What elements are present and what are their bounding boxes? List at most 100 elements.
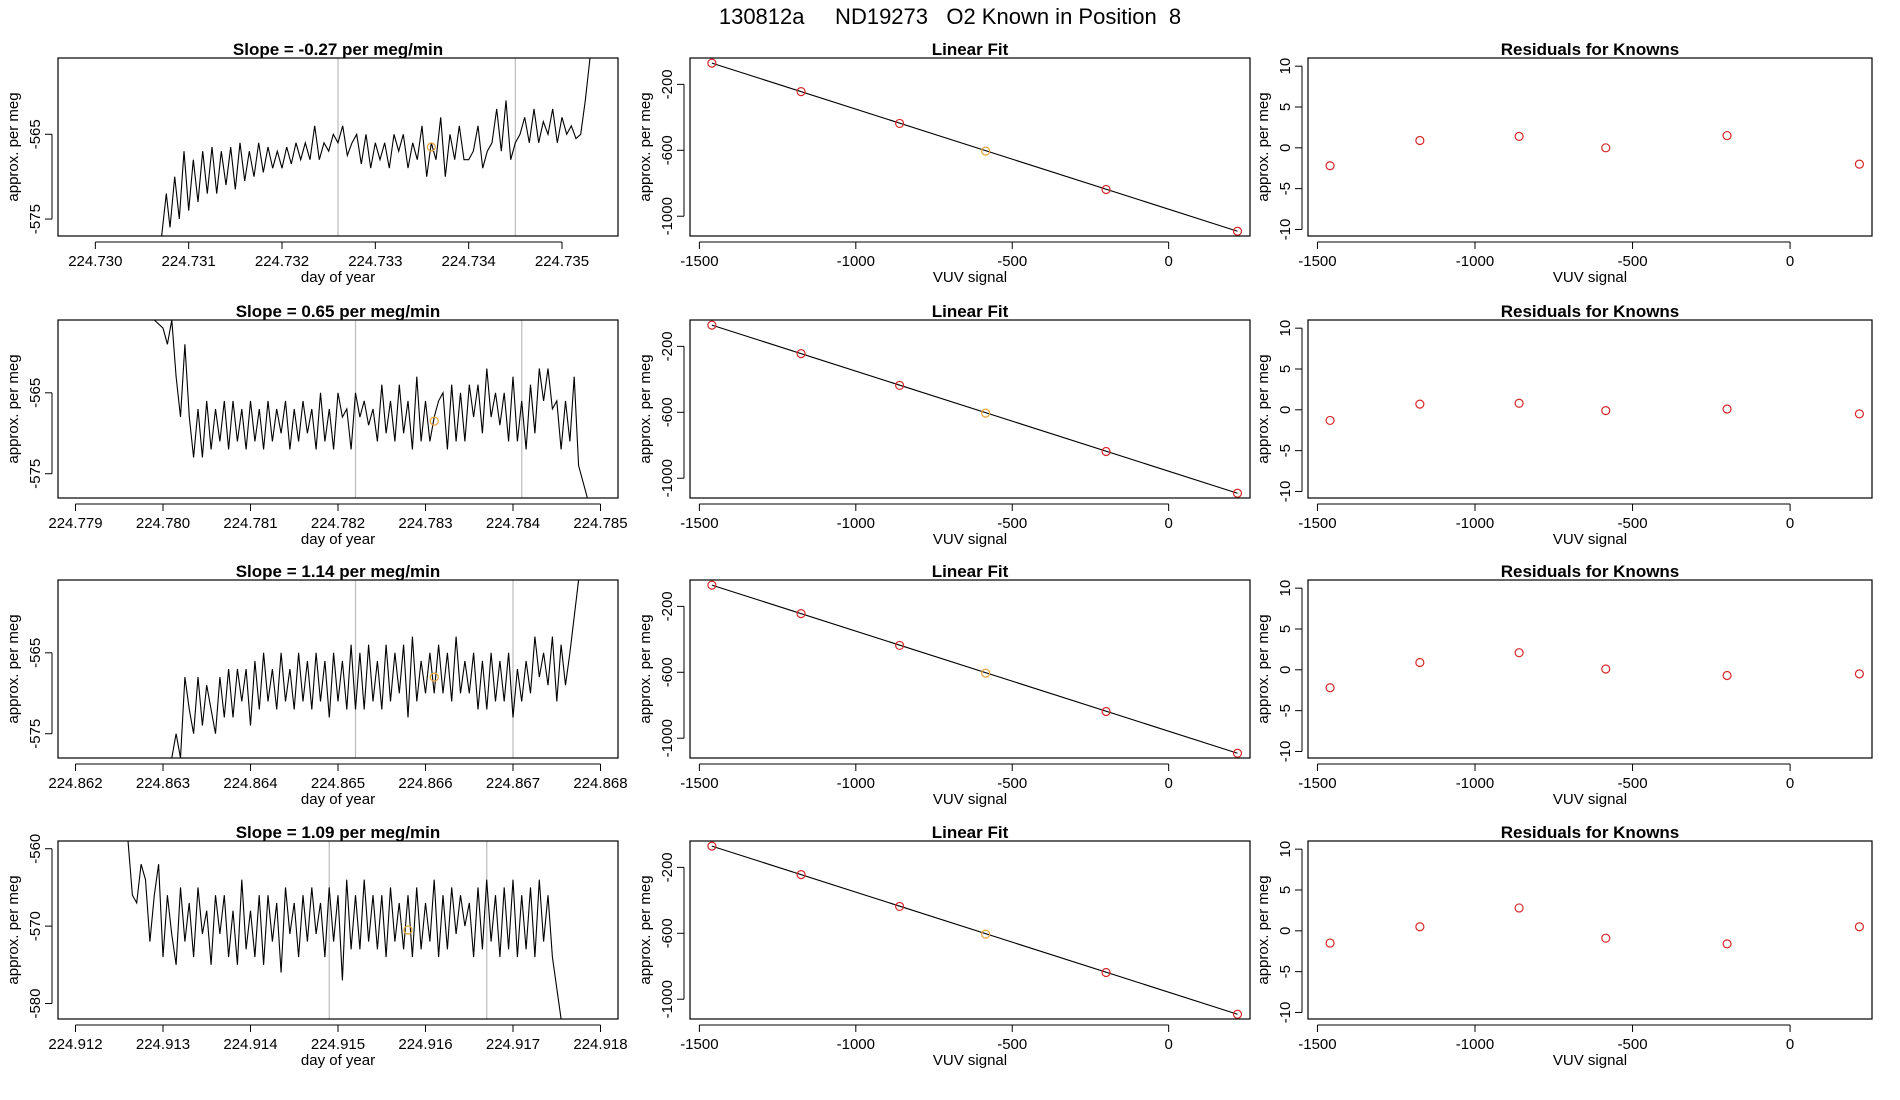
data-point [1325, 415, 1335, 426]
chart-panel: Residuals for Knowns -1500 -1000 -500 0 VUV s… [1255, 562, 1873, 808]
data-point [1514, 398, 1524, 408]
y-tick-label: -1000 [659, 459, 676, 497]
series-line [127, 841, 562, 1019]
plot-frame [57, 319, 619, 499]
x-tick-label: -1500 [1298, 253, 1336, 270]
plot-frame [1307, 840, 1873, 1020]
x-tick-label: 0 [1164, 775, 1172, 792]
y-tick-label: 10 [1277, 580, 1294, 597]
series-line [153, 320, 588, 498]
y-tick-label: -1000 [659, 719, 676, 757]
y-tick-label: -575 [27, 204, 44, 234]
x-tick-label: 224.730 [68, 253, 122, 270]
x-tick-label: 224.913 [136, 1036, 190, 1053]
data-point [1514, 903, 1524, 913]
x-tick-label: 224.735 [535, 253, 589, 270]
x-tick-label: 224.731 [162, 253, 216, 270]
x-tick-label: -500 [1618, 775, 1648, 792]
data-point [1101, 184, 1111, 195]
x-tick-label: -500 [997, 515, 1027, 532]
x-tick-label: -1500 [680, 775, 718, 792]
y-tick-label: -10 [1277, 481, 1294, 503]
chart-panel: Slope = 0.65 per meg/min 224.779 224.780 22… [5, 302, 628, 548]
y-tick-label: -1000 [659, 980, 676, 1018]
y-tick-label: -5 [1277, 444, 1294, 457]
fit-line [711, 845, 1238, 1015]
x-tick-label: -500 [997, 1036, 1027, 1053]
y-tick-label: 10 [1277, 841, 1294, 858]
x-tick-label: 224.918 [573, 1036, 627, 1053]
y-tick-label: 0 [1277, 927, 1294, 935]
y-tick-label: 10 [1277, 58, 1294, 75]
y-axis-label: approx. per meg [1255, 614, 1272, 723]
series-line [171, 580, 580, 758]
x-axis-label: day of year [301, 269, 375, 286]
data-point [1415, 399, 1425, 409]
chart-panel: Linear Fit -1500 -1000 -500 0 VUV signal -1000… [637, 40, 1251, 286]
series-line [161, 58, 618, 236]
y-tick-label: -600 [659, 135, 676, 165]
y-tick-label: -565 [27, 378, 44, 408]
chart-panel: Residuals for Knowns -1500 -1000 -500 0 VUV s… [1255, 40, 1873, 286]
data-point [895, 380, 905, 391]
x-axis-label: VUV signal [1553, 531, 1627, 548]
chart-title: Slope = 1.09 per meg/min [236, 823, 441, 842]
x-tick-label: 224.867 [486, 775, 540, 792]
plot-area [1325, 398, 1864, 426]
x-tick-label: 0 [1786, 775, 1794, 792]
plot-area [171, 580, 580, 758]
data-point [1601, 143, 1611, 153]
highlight-point [429, 672, 439, 682]
y-tick-label: 5 [1277, 886, 1294, 894]
x-tick-label: 0 [1786, 515, 1794, 532]
y-tick-label: 5 [1277, 365, 1294, 373]
y-tick-label: -200 [659, 591, 676, 621]
y-tick-label: 0 [1277, 406, 1294, 414]
plot-frame [689, 579, 1251, 759]
x-axis-label: VUV signal [1553, 791, 1627, 808]
plot-frame [689, 840, 1251, 1020]
y-tick-label: 5 [1277, 625, 1294, 633]
fit-line [711, 324, 1238, 494]
data-point [707, 841, 717, 851]
x-tick-label: -500 [997, 775, 1027, 792]
x-tick-label: -1000 [1456, 775, 1494, 792]
x-axis-label: VUV signal [1553, 269, 1627, 286]
chart-panel: Residuals for Knowns -1500 -1000 -500 0 VUV s… [1255, 823, 1873, 1069]
chart-panel: Linear Fit -1500 -1000 -500 0 VUV signal -1000… [637, 562, 1251, 808]
x-tick-label: 224.916 [398, 1036, 452, 1053]
data-point [707, 320, 717, 330]
plot-area [161, 58, 618, 236]
data-point [1854, 159, 1864, 169]
y-tick-label: -575 [27, 719, 44, 749]
y-axis-label: approx. per meg [637, 92, 654, 201]
x-tick-label: -1000 [837, 515, 875, 532]
x-axis-label: VUV signal [933, 791, 1007, 808]
x-tick-label: -1000 [837, 775, 875, 792]
data-point [1415, 922, 1425, 932]
data-point [1415, 135, 1425, 146]
x-tick-label: 0 [1164, 1036, 1172, 1053]
x-tick-label: 224.779 [48, 515, 102, 532]
highlight-point [981, 668, 991, 678]
x-tick-label: 224.912 [48, 1036, 102, 1053]
y-axis-label: approx. per meg [5, 875, 22, 984]
plot-area [153, 320, 588, 498]
y-tick-label: 0 [1277, 666, 1294, 674]
data-point [1325, 938, 1335, 948]
x-tick-label: 224.734 [442, 253, 496, 270]
y-tick-label: -10 [1277, 741, 1294, 763]
x-tick-label: -500 [1618, 1036, 1648, 1053]
x-tick-label: -1000 [837, 253, 875, 270]
chart-title: Linear Fit [932, 302, 1009, 321]
x-tick-label: 224.868 [573, 775, 627, 792]
x-tick-label: 0 [1786, 1036, 1794, 1053]
data-point [1601, 664, 1611, 674]
highlight-point [981, 408, 991, 418]
highlight-point [981, 146, 991, 156]
plot-area [1325, 903, 1864, 949]
x-tick-label: 224.732 [255, 253, 309, 270]
x-axis-label: VUV signal [933, 269, 1007, 286]
plot-area [707, 320, 1243, 498]
chart-title: Residuals for Knowns [1501, 40, 1680, 59]
